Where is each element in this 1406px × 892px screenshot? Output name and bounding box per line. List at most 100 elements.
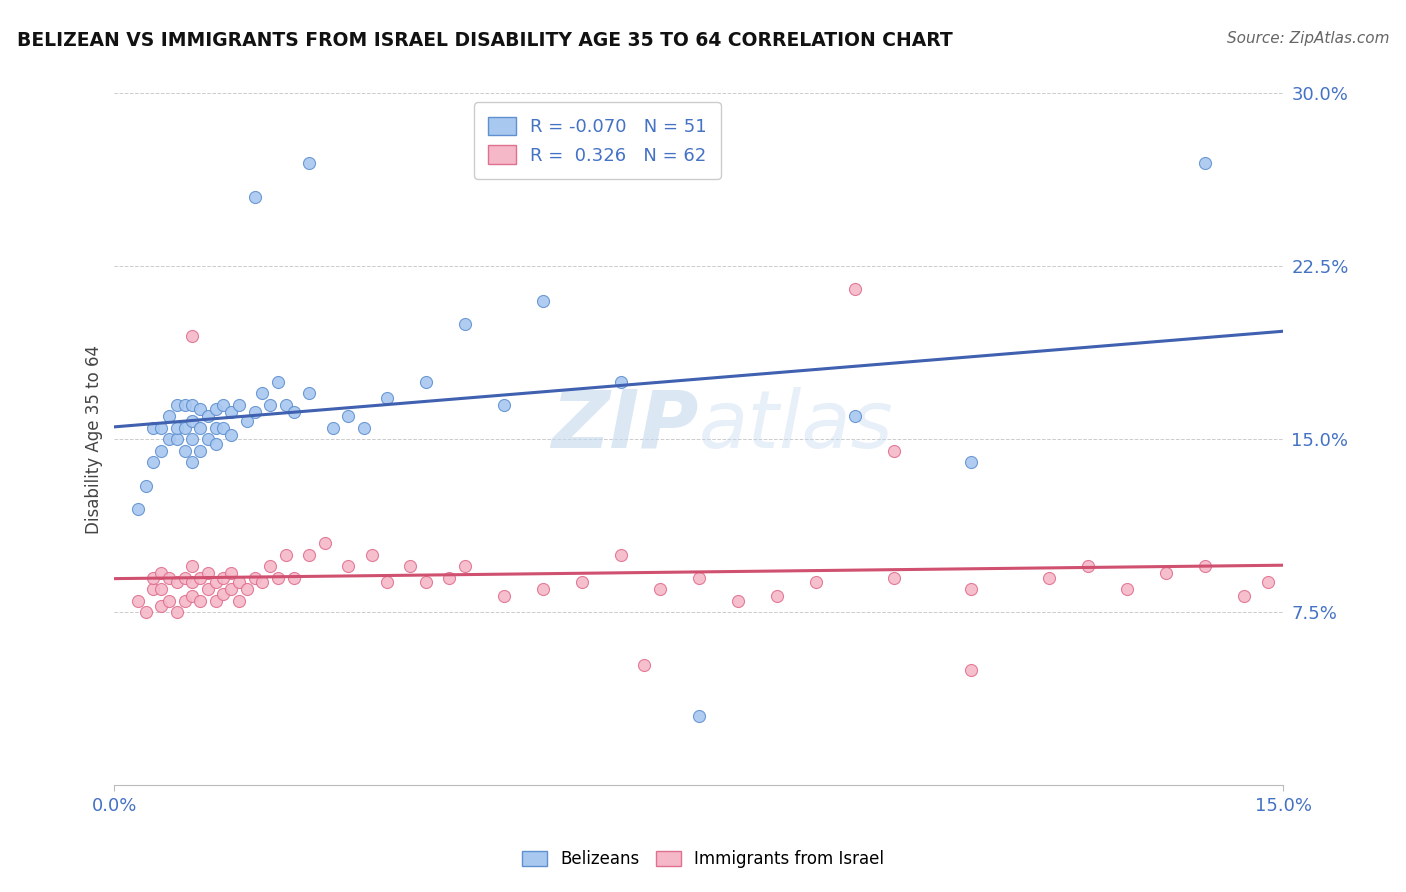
Point xyxy=(228,398,250,412)
Point xyxy=(197,566,219,581)
Point xyxy=(150,566,173,581)
Point xyxy=(243,571,266,585)
Point xyxy=(252,386,274,401)
Point xyxy=(212,571,235,585)
Point xyxy=(531,582,554,597)
Point xyxy=(181,559,204,574)
Point xyxy=(219,582,242,597)
Point xyxy=(765,589,787,603)
Point xyxy=(960,455,983,469)
Point xyxy=(804,575,827,590)
Point xyxy=(204,437,226,451)
Point xyxy=(375,391,398,405)
Point xyxy=(322,421,344,435)
Point xyxy=(415,375,437,389)
Point xyxy=(298,155,321,169)
Point xyxy=(157,409,180,424)
Point xyxy=(127,501,149,516)
Point xyxy=(166,398,188,412)
Point xyxy=(135,606,157,620)
Point xyxy=(219,427,242,442)
Point xyxy=(212,398,235,412)
Point xyxy=(228,575,250,590)
Point xyxy=(212,587,235,601)
Point xyxy=(283,405,305,419)
Point xyxy=(219,405,242,419)
Point xyxy=(883,571,905,585)
Point xyxy=(1154,566,1177,581)
Point xyxy=(181,398,204,412)
Point xyxy=(150,421,173,435)
Point xyxy=(197,433,219,447)
Point xyxy=(353,421,375,435)
Point xyxy=(142,421,165,435)
Point xyxy=(1194,155,1216,169)
Point xyxy=(1077,559,1099,574)
Point xyxy=(188,421,211,435)
Y-axis label: Disability Age 35 to 64: Disability Age 35 to 64 xyxy=(86,345,103,534)
Point xyxy=(298,386,321,401)
Point xyxy=(150,444,173,458)
Point xyxy=(610,548,633,562)
Point xyxy=(181,433,204,447)
Point xyxy=(610,375,633,389)
Point xyxy=(166,575,188,590)
Point xyxy=(439,571,461,585)
Point xyxy=(375,575,398,590)
Point xyxy=(415,575,437,590)
Point xyxy=(157,433,180,447)
Point xyxy=(135,478,157,492)
Point xyxy=(1038,571,1060,585)
Point xyxy=(243,190,266,204)
Point xyxy=(492,398,515,412)
Point xyxy=(337,409,360,424)
Point xyxy=(142,571,165,585)
Point xyxy=(197,409,219,424)
Point xyxy=(173,571,195,585)
Point xyxy=(274,548,297,562)
Point xyxy=(314,536,336,550)
Point xyxy=(204,594,226,608)
Point xyxy=(259,398,281,412)
Point xyxy=(727,594,749,608)
Point xyxy=(454,317,477,331)
Point xyxy=(1116,582,1139,597)
Point xyxy=(188,571,211,585)
Point xyxy=(204,402,226,417)
Point xyxy=(142,582,165,597)
Point xyxy=(173,421,195,435)
Point xyxy=(1194,559,1216,574)
Point xyxy=(844,409,866,424)
Text: ZIP: ZIP xyxy=(551,386,699,465)
Point xyxy=(531,293,554,308)
Point xyxy=(1257,575,1279,590)
Point xyxy=(243,405,266,419)
Point xyxy=(360,548,382,562)
Point xyxy=(127,594,149,608)
Point xyxy=(181,414,204,428)
Point xyxy=(188,402,211,417)
Point xyxy=(204,575,226,590)
Point xyxy=(188,444,211,458)
Point xyxy=(337,559,360,574)
Point xyxy=(166,433,188,447)
Point xyxy=(157,571,180,585)
Point xyxy=(166,606,188,620)
Point xyxy=(212,421,235,435)
Point xyxy=(252,575,274,590)
Point xyxy=(844,282,866,296)
Point xyxy=(688,571,710,585)
Point xyxy=(274,398,297,412)
Point xyxy=(399,559,422,574)
Point xyxy=(188,594,211,608)
Point xyxy=(492,589,515,603)
Point xyxy=(688,709,710,723)
Point xyxy=(236,582,259,597)
Point xyxy=(173,398,195,412)
Legend: Belizeans, Immigrants from Israel: Belizeans, Immigrants from Israel xyxy=(515,844,891,875)
Point xyxy=(236,414,259,428)
Point xyxy=(181,455,204,469)
Point xyxy=(197,582,219,597)
Text: BELIZEAN VS IMMIGRANTS FROM ISRAEL DISABILITY AGE 35 TO 64 CORRELATION CHART: BELIZEAN VS IMMIGRANTS FROM ISRAEL DISAB… xyxy=(17,31,953,50)
Point xyxy=(181,589,204,603)
